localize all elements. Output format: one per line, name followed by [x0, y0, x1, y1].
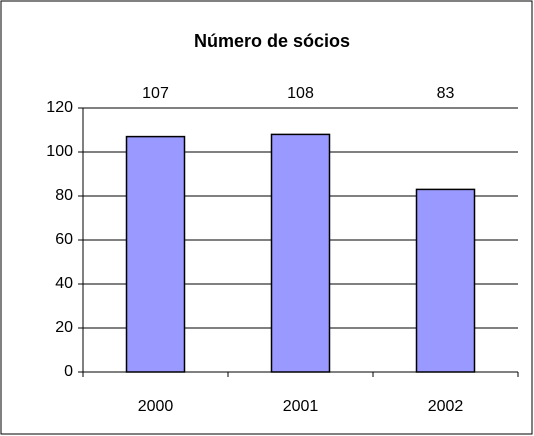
- data-label: 83: [437, 85, 455, 102]
- y-tick-label: 20: [55, 319, 73, 336]
- x-tick-label: 2000: [138, 398, 174, 415]
- data-label: 107: [142, 85, 169, 102]
- y-tick-label: 0: [64, 363, 73, 380]
- y-tick-label: 100: [46, 143, 73, 160]
- x-tick-label: 2001: [283, 398, 319, 415]
- x-tick-label: 2002: [428, 398, 464, 415]
- data-label: 108: [287, 85, 314, 102]
- bar: [125, 135, 186, 373]
- bar: [415, 188, 476, 373]
- y-tick-label: 40: [55, 275, 73, 292]
- chart-title: Número de sócios: [194, 31, 350, 51]
- y-tick-label: 120: [46, 99, 73, 116]
- y-tick-label: 60: [55, 231, 73, 248]
- y-tick-label: 80: [55, 187, 73, 204]
- bar: [270, 133, 331, 373]
